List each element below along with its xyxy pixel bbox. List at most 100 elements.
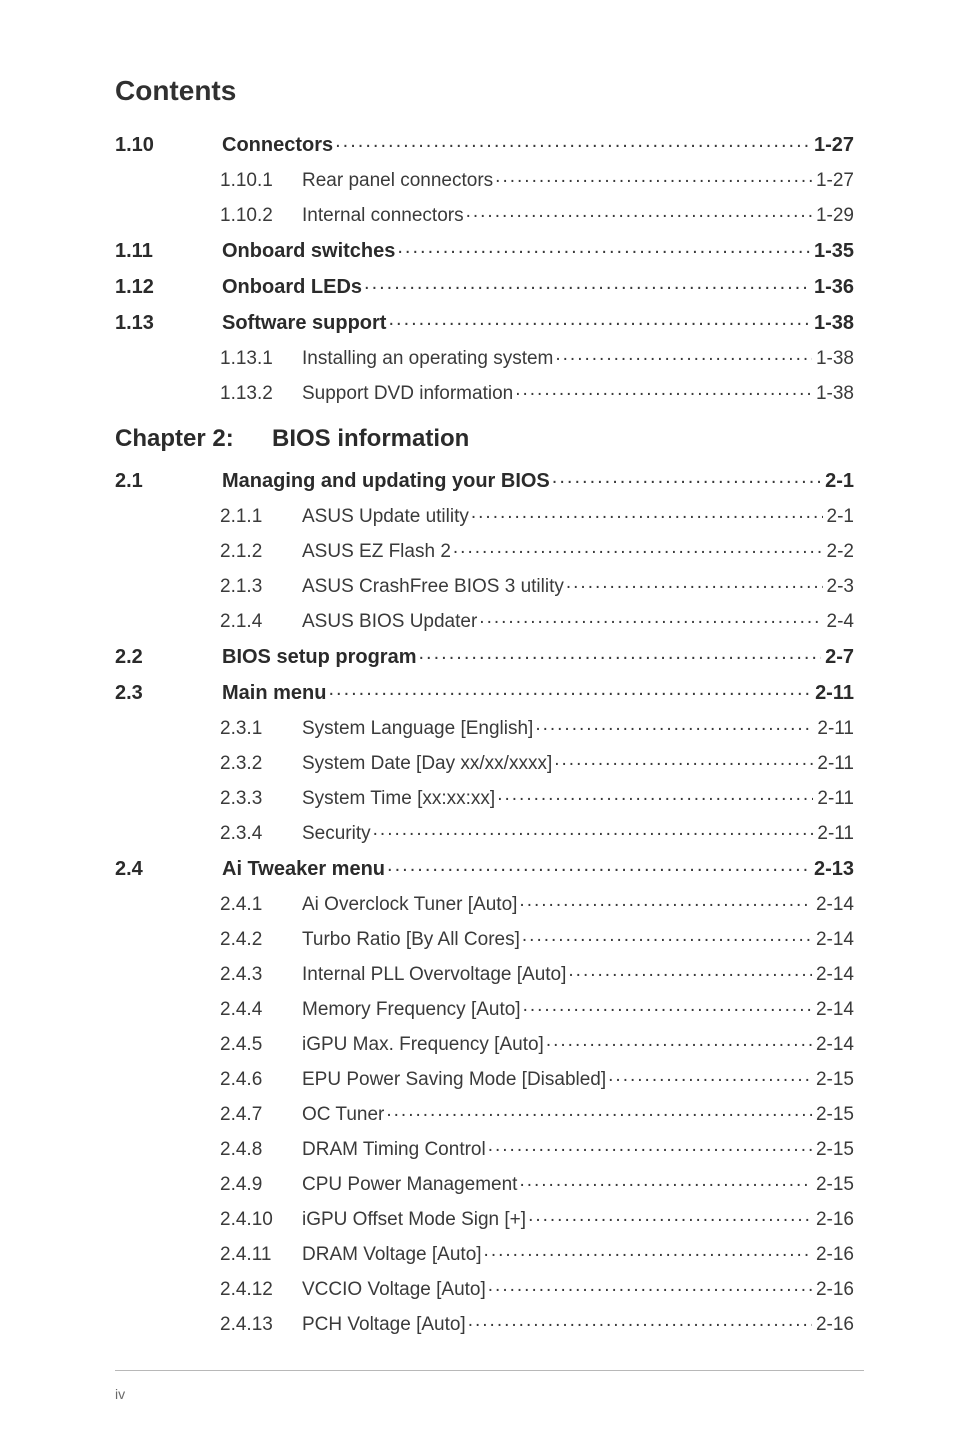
toc-leaders [364, 273, 810, 293]
toc-leaders [479, 608, 822, 627]
toc-leaders [468, 1311, 812, 1330]
toc-leaders [555, 345, 812, 364]
toc-entry-page: 1-29 [812, 206, 854, 225]
toc-entry-number: 2.1.4 [220, 612, 302, 631]
toc-entry-page: 2-15 [812, 1140, 854, 1159]
toc-subsection-row: 2.4.2Turbo Ratio [By All Cores] 2-14 [115, 920, 854, 955]
toc-entry-number: 2.4.13 [220, 1315, 302, 1334]
toc-subsection-row: 2.4.9CPU Power Management 2-15 [115, 1165, 854, 1200]
toc-entry-number: 1.12 [115, 277, 222, 297]
toc-entry-title: Memory Frequency [Auto] [302, 1000, 523, 1019]
toc-entry-title: iGPU Offset Mode Sign [+] [302, 1210, 528, 1229]
toc-entry-number: 2.4.1 [220, 895, 302, 914]
toc-subsection-row: 2.4.5iGPU Max. Frequency [Auto]2-14 [115, 1025, 854, 1060]
toc-entry-number: 2.3.4 [220, 824, 302, 843]
toc-entry-page: 2-15 [812, 1175, 854, 1194]
toc-section-row: 2.2BIOS setup program2-7 [115, 637, 854, 673]
toc-entry-title: Main menu [222, 683, 328, 703]
toc-entry-title: ASUS BIOS Updater [302, 612, 479, 631]
toc-leaders [522, 926, 812, 945]
toc-entry-number: 1.11 [115, 241, 222, 261]
toc-entry-title: Managing and updating your BIOS [222, 471, 552, 491]
toc-leaders [519, 891, 812, 910]
toc-subsection-row: 2.4.3Internal PLL Overvoltage [Auto]2-14 [115, 955, 854, 990]
toc-entry-title: ASUS CrashFree BIOS 3 utility [302, 577, 566, 596]
toc-entry-title: System Language [English] [302, 719, 535, 738]
toc-entry-number: 2.4.8 [220, 1140, 302, 1159]
toc-entry-number: 2.1 [115, 471, 222, 491]
toc-entry-title: System Date [Day xx/xx/xxxx] [302, 754, 554, 773]
toc-entry-number: 2.4.12 [220, 1280, 302, 1299]
toc-entry-title: OC Tuner [302, 1105, 386, 1124]
toc-subsection-row: 2.4.7OC Tuner2-15 [115, 1095, 854, 1130]
toc-entry-title: Turbo Ratio [By All Cores] [302, 930, 522, 949]
toc-subsection-row: 2.3.2System Date [Day xx/xx/xxxx]2-11 [115, 744, 854, 779]
toc-entry-title: Support DVD information [302, 384, 515, 403]
toc-entry-page: 1-27 [812, 171, 854, 190]
toc-entry-page: 2-14 [812, 1000, 854, 1019]
toc-subsection-row: 1.10.2Internal connectors1-29 [115, 196, 854, 231]
toc-subsection-row: 2.4.8DRAM Timing Control2-15 [115, 1130, 854, 1165]
toc-subsection-row: 2.1.1ASUS Update utility2-1 [115, 497, 854, 532]
toc-entry-page: 2-14 [812, 930, 854, 949]
toc-entry-page: 2-11 [811, 683, 854, 703]
toc-leaders [497, 785, 813, 804]
toc-leaders [528, 1206, 812, 1225]
toc-entry-page: 2-16 [812, 1280, 854, 1299]
toc-subsection-row: 2.1.4ASUS BIOS Updater2-4 [115, 602, 854, 637]
toc-leaders [484, 1241, 812, 1260]
toc-entry-page: 1-36 [810, 277, 854, 297]
toc-section-row: 2.3Main menu2-11 [115, 673, 854, 709]
toc-leaders [523, 996, 812, 1015]
toc-subsection-row: 2.4.12VCCIO Voltage [Auto]2-16 [115, 1270, 854, 1305]
toc-entry-title: CPU Power Management [302, 1175, 519, 1194]
toc-leaders [397, 237, 810, 257]
toc-entry-title: Onboard LEDs [222, 277, 364, 297]
toc-leaders [535, 715, 813, 734]
toc-entry-page: 1-38 [812, 349, 854, 368]
toc-leaders [373, 820, 814, 839]
toc-subsection-row: 2.1.2ASUS EZ Flash 22-2 [115, 532, 854, 567]
toc-entry-page: 1-38 [812, 384, 854, 403]
page: Contents 1.10Connectors1-271.10.1Rear pa… [0, 0, 954, 1438]
toc-entry-number: 2.4.7 [220, 1105, 302, 1124]
toc-entry-number: 2.2 [115, 647, 222, 667]
toc-subsection-row: 2.4.6EPU Power Saving Mode [Disabled]2-1… [115, 1060, 854, 1095]
toc-entry-title: Onboard switches [222, 241, 397, 261]
toc-subsection-row: 2.3.4Security2-11 [115, 814, 854, 849]
footer-page-number: iv [115, 1386, 125, 1402]
toc-entry-title: Security [302, 824, 373, 843]
toc-entry-title: Connectors [222, 135, 335, 155]
toc-entry-number: 2.1.3 [220, 577, 302, 596]
toc-entry-number: 2.4.10 [220, 1210, 302, 1229]
footer-rule [115, 1370, 864, 1371]
toc-leaders [453, 538, 823, 557]
toc-entry-number: 2.4.3 [220, 965, 302, 984]
toc-entry-title: BIOS setup program [222, 647, 418, 667]
toc-entry-number: 2.4.6 [220, 1070, 302, 1089]
toc-entry-page: 2-11 [813, 754, 854, 773]
toc-subsection-row: 2.3.1System Language [English]2-11 [115, 709, 854, 744]
toc-entry-title: ASUS EZ Flash 2 [302, 542, 453, 561]
toc-entry-title: Installing an operating system [302, 349, 555, 368]
toc-entry-page: 2-15 [812, 1070, 854, 1089]
toc-entry-number: 2.4.4 [220, 1000, 302, 1019]
toc-entry-page: 2-13 [810, 859, 854, 879]
toc-leaders [386, 1101, 812, 1120]
toc-entry-number: 1.13 [115, 313, 222, 333]
toc-leaders [608, 1066, 812, 1085]
toc-subsection-row: 2.4.4Memory Frequency [Auto] 2-14 [115, 990, 854, 1025]
toc-subsection-row: 2.4.13PCH Voltage [Auto]2-16 [115, 1305, 854, 1340]
toc-container: 1.10Connectors1-271.10.1Rear panel conne… [115, 125, 854, 1340]
toc-entry-title: Internal connectors [302, 206, 466, 225]
toc-entry-number: 2.4.2 [220, 930, 302, 949]
toc-section-row: 1.10Connectors1-27 [115, 125, 854, 161]
toc-entry-title: ASUS Update utility [302, 507, 471, 526]
toc-subsection-row: 1.10.1Rear panel connectors1-27 [115, 161, 854, 196]
toc-entry-number: 2.4.9 [220, 1175, 302, 1194]
toc-entry-page: 2-1 [821, 471, 854, 491]
toc-entry-page: 2-16 [812, 1245, 854, 1264]
toc-leaders [388, 309, 810, 329]
toc-entry-number: 2.3.1 [220, 719, 302, 738]
toc-leaders [488, 1276, 812, 1295]
